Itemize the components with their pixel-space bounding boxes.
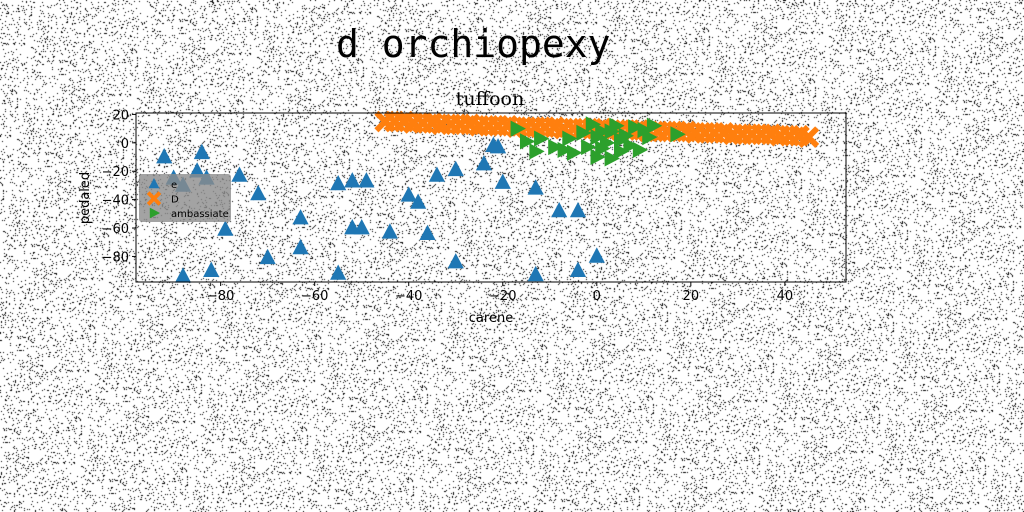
data-point xyxy=(642,129,658,146)
data-point xyxy=(562,130,578,147)
x-tick-label: 0 xyxy=(593,289,601,304)
data-point xyxy=(569,261,587,277)
data-point xyxy=(646,117,663,134)
x-tick-label: −20 xyxy=(489,289,516,304)
data-point xyxy=(585,116,602,133)
x-tick-label: 40 xyxy=(777,289,794,304)
data-point xyxy=(618,127,635,144)
legend-label: D xyxy=(171,195,179,206)
y-axis-label: pedaled xyxy=(78,172,93,224)
data-point xyxy=(623,137,639,154)
data-point xyxy=(174,267,192,283)
data-point xyxy=(628,119,644,136)
y-tick-label: 20 xyxy=(112,108,129,123)
data-point xyxy=(330,175,347,191)
x-axis-label: carene xyxy=(469,311,513,326)
data-point xyxy=(259,248,276,265)
data-point xyxy=(599,134,616,151)
data-point xyxy=(292,238,309,255)
legend-label: e xyxy=(171,180,177,191)
plot-frame xyxy=(135,112,847,283)
data-point xyxy=(494,173,511,189)
y-tick-label: 0 xyxy=(121,137,129,152)
figure-suptitle: d orchiopexy xyxy=(336,22,611,66)
data-point xyxy=(576,124,592,141)
data-point xyxy=(193,143,210,160)
data-point xyxy=(519,133,536,150)
x-tick-label: −40 xyxy=(395,289,422,304)
legend-marker xyxy=(149,207,160,219)
data-point xyxy=(447,160,464,177)
chart-title: tuffoon xyxy=(456,88,525,110)
legend-label: ambassiate xyxy=(171,209,229,220)
data-point xyxy=(447,253,464,269)
x-tick-label: 20 xyxy=(683,289,700,304)
data-point xyxy=(410,193,427,209)
data-point xyxy=(551,201,568,218)
data-point xyxy=(529,143,545,160)
data-point xyxy=(489,138,507,154)
data-point xyxy=(581,138,597,156)
data-point xyxy=(614,143,630,160)
legend-box xyxy=(139,174,231,222)
x-tick-label: −60 xyxy=(301,289,328,304)
data-point xyxy=(566,144,583,161)
data-point xyxy=(330,264,347,280)
data-point xyxy=(590,148,606,166)
data-point xyxy=(353,219,370,235)
data-point xyxy=(292,209,309,225)
data-point xyxy=(632,141,649,159)
legend-marker xyxy=(146,191,162,206)
data-point xyxy=(569,201,587,218)
y-tick-label: −20 xyxy=(102,165,129,180)
ticks-layer: −80 −60 −40 −20 0 20 40 20 0 −20 −40 −60 −80 xyxy=(102,108,794,304)
data-point xyxy=(557,141,573,159)
series-3 xyxy=(510,116,686,167)
data-point xyxy=(400,186,417,202)
data-point xyxy=(156,148,173,164)
data-point xyxy=(797,126,820,148)
data-point xyxy=(231,166,248,182)
data-point xyxy=(609,117,625,134)
data-point xyxy=(670,126,686,143)
data-point xyxy=(189,162,206,178)
y-tick-label: −80 xyxy=(102,250,129,265)
data-point xyxy=(534,130,550,147)
data-point xyxy=(604,150,620,167)
data-point xyxy=(548,138,564,156)
data-point xyxy=(381,223,399,239)
data-point xyxy=(527,179,544,195)
data-point xyxy=(475,155,493,171)
y-tick-label: −40 xyxy=(102,194,129,209)
data-point xyxy=(595,123,611,140)
data-point xyxy=(344,172,361,188)
data-point xyxy=(637,121,653,139)
data-point xyxy=(510,120,526,137)
x-tick-label: −80 xyxy=(207,289,234,304)
data-point xyxy=(217,220,234,236)
legend-marker xyxy=(148,178,160,189)
data-point xyxy=(588,247,605,263)
data-point xyxy=(419,224,436,241)
y-tick-label: −60 xyxy=(102,222,129,237)
data-point xyxy=(428,166,446,182)
series-layer xyxy=(156,110,820,283)
data-point xyxy=(358,172,375,188)
data-point xyxy=(250,184,267,201)
data-point xyxy=(203,261,220,277)
data-point xyxy=(527,265,544,282)
